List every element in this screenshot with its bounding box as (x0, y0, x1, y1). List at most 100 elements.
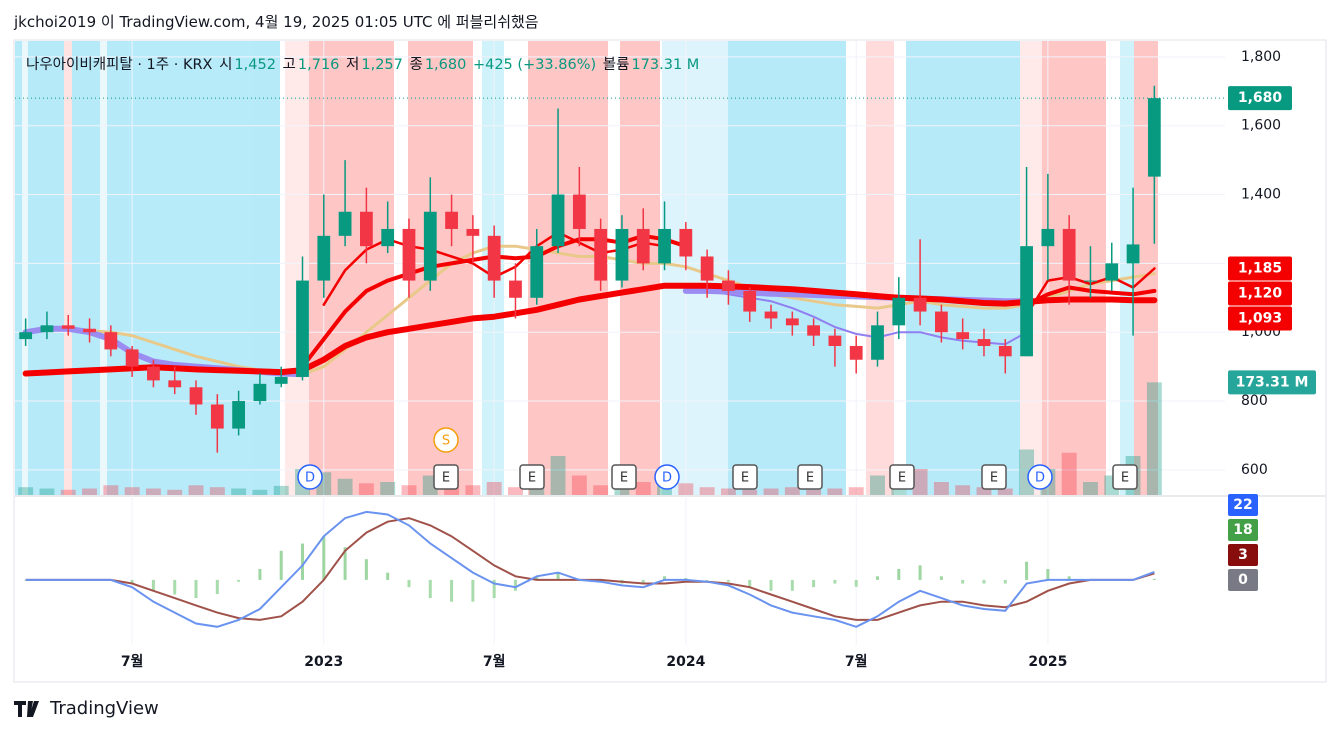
moving-average (24, 244, 1156, 376)
volume-tag-label: 173.31 M (1236, 374, 1309, 390)
candle-body (402, 228, 416, 281)
volume-bar (508, 487, 523, 495)
dividend-marker (654, 464, 680, 490)
volume-bar (358, 483, 374, 495)
candle-body (381, 228, 395, 247)
candle-body (466, 228, 480, 236)
volume-bar (827, 488, 843, 495)
volume-bar (39, 488, 55, 495)
x-tick-label: 2024 (666, 654, 705, 670)
candle-body (722, 280, 735, 291)
volume-bar (82, 488, 97, 495)
price-tag-label: 1,185 (1238, 261, 1282, 277)
volume-bar (657, 485, 672, 495)
histogram-bar (1003, 579, 1007, 584)
candle-body (317, 235, 331, 281)
volume-bar (337, 478, 353, 495)
macd-tag-label: 0 (1238, 572, 1248, 588)
volume-bar (933, 482, 949, 495)
volume-bar (124, 487, 140, 495)
histogram-bar (343, 547, 347, 580)
candle-body (551, 194, 565, 247)
candle-body (594, 228, 608, 281)
candle-body (956, 332, 970, 340)
volume-bar (465, 485, 481, 495)
histogram-bar (386, 572, 390, 580)
event-label: D (1035, 471, 1045, 486)
volume-bar (273, 485, 289, 495)
candle-body (189, 387, 203, 405)
volume-bar (806, 489, 822, 495)
volume-bar (1083, 482, 1098, 495)
histogram-bar (301, 543, 304, 580)
earnings-marker (519, 464, 545, 490)
candle-body (764, 311, 778, 319)
band (64, 41, 72, 495)
histogram-bar (705, 579, 709, 581)
x-tick-label: 7월 (483, 653, 506, 670)
event-label: D (662, 471, 672, 486)
y-tick-label: 800 (1241, 393, 1268, 409)
histogram-bar (641, 579, 645, 584)
footer-text: TradingView (50, 698, 159, 719)
candle-body (977, 339, 991, 346)
candle-body (360, 211, 373, 247)
candle-body (636, 228, 650, 264)
histogram-bar (854, 579, 858, 587)
histogram-bar (130, 579, 134, 584)
close-value: 1,680 (424, 57, 467, 73)
moving-average (22, 282, 1158, 377)
band (662, 41, 728, 495)
volume-bar (401, 485, 417, 495)
candle-body (785, 318, 799, 326)
volume-bar (209, 487, 225, 495)
y-tick-label: 1,400 (1241, 187, 1281, 203)
histogram-bar (833, 579, 837, 584)
volume-bar (1146, 382, 1162, 495)
candle-body (1126, 244, 1140, 264)
macd-line (25, 510, 1155, 628)
volume-bar (976, 487, 992, 495)
histogram-bar (215, 579, 219, 595)
histogram-bar (556, 572, 560, 580)
volume-bar (252, 489, 268, 495)
candle-body (253, 383, 267, 402)
candle-body (530, 246, 544, 298)
histogram-bar (1152, 578, 1156, 580)
histogram-bar (982, 579, 986, 584)
dividend-marker (297, 464, 323, 490)
split-marker (433, 427, 459, 453)
price-tag (1228, 86, 1292, 111)
volume-bar (742, 489, 758, 495)
logo-icon (14, 701, 39, 717)
candle-body (274, 376, 288, 384)
candle-body (935, 311, 948, 333)
open-label: 시 (219, 57, 233, 73)
macd-tag (1228, 569, 1258, 591)
high-label: 고 (282, 57, 296, 73)
event-label: E (528, 471, 536, 486)
band (408, 41, 473, 495)
dividend-marker (1027, 464, 1053, 490)
volume-bar (784, 487, 800, 495)
x-tick-label: 7월 (845, 653, 868, 670)
price-tag-label: 1,093 (1238, 311, 1282, 327)
candle-body (1105, 263, 1119, 281)
volume-bar (763, 488, 779, 495)
candle-body (210, 404, 224, 429)
volume-bar (678, 483, 694, 495)
candle-body (913, 297, 927, 312)
price-tag-label: 1,680 (1238, 90, 1283, 106)
y-tick-label: 1,600 (1241, 118, 1281, 134)
histogram-bar (535, 576, 539, 580)
candle-body (125, 349, 139, 367)
price-tag (1228, 256, 1292, 281)
volume-bar (720, 488, 736, 495)
event-label: E (806, 471, 814, 486)
histogram-bar (1046, 569, 1050, 580)
candle-body (998, 345, 1012, 357)
volume-bar (60, 489, 76, 495)
candle-body (232, 401, 245, 429)
volume-bar (188, 485, 204, 495)
